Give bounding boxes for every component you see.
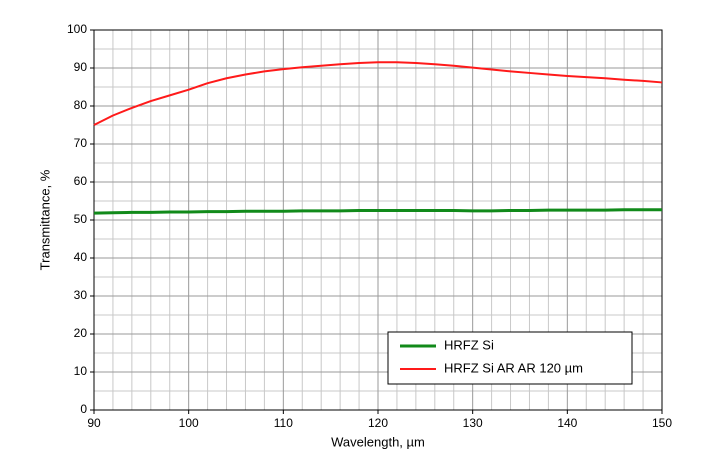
x-axis-title: Wavelength, µm	[331, 434, 425, 449]
y-tick-label: 30	[74, 288, 88, 302]
x-tick-label: 140	[557, 416, 577, 430]
y-axis-title: Transmittance, %	[37, 169, 52, 270]
x-tick-label: 90	[87, 416, 101, 430]
x-tick-label: 120	[368, 416, 388, 430]
legend-label: HRFZ Si AR AR 120 µm	[444, 360, 583, 375]
y-tick-label: 0	[80, 402, 87, 416]
y-tick-label: 10	[74, 364, 88, 378]
plot-frame	[93, 29, 663, 411]
y-tick-label: 100	[67, 22, 87, 36]
legend: HRFZ Si HRFZ Si AR AR 120 µm	[387, 331, 633, 385]
series-line	[93, 61, 663, 126]
y-tick-label: 50	[74, 212, 88, 226]
y-tick-label: 90	[74, 60, 88, 74]
y-tick-label: 20	[74, 326, 88, 340]
x-tick-label: 150	[652, 416, 672, 430]
y-tick-label: 40	[74, 250, 88, 264]
y-tick-label: 70	[74, 136, 88, 150]
x-tick-label: 110	[274, 416, 293, 430]
x-tick-label: 100	[179, 416, 199, 430]
y-tick-label: 60	[74, 174, 88, 188]
series-line	[93, 208, 662, 215]
y-tick-label: 80	[74, 98, 88, 112]
x-tick-label: 130	[463, 416, 483, 430]
legend-box	[387, 331, 633, 385]
legend-label: HRFZ Si	[444, 337, 494, 352]
